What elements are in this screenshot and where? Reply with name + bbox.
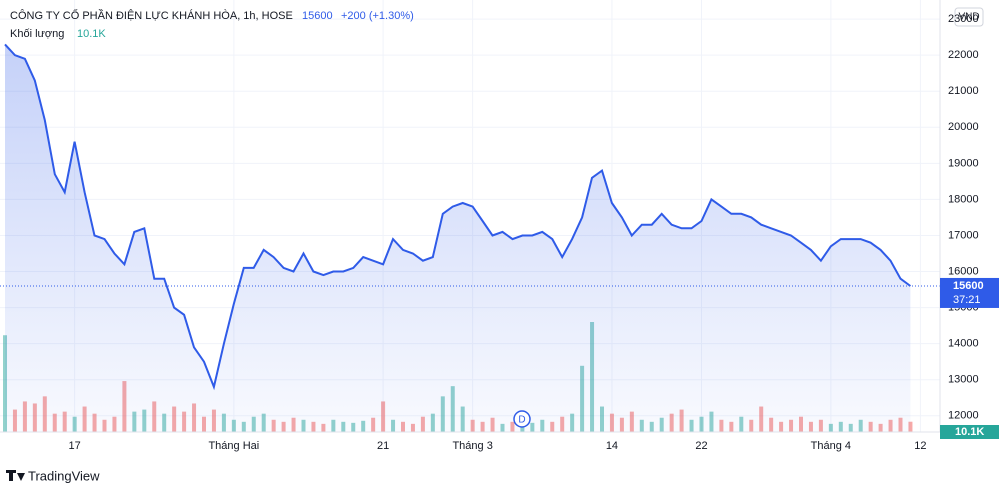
countdown: 37:21 <box>953 294 981 306</box>
y-tick-label: 12000 <box>948 410 979 422</box>
x-tick-label: 14 <box>606 440 618 452</box>
last-price-axis: 15600 <box>953 280 984 292</box>
y-tick-label: 22000 <box>948 49 979 61</box>
event-marker[interactable] <box>513 410 531 428</box>
y-tick-label: 19000 <box>948 157 979 169</box>
x-tick-label: Tháng 3 <box>452 440 492 452</box>
y-tick-label: 13000 <box>948 374 979 386</box>
x-tick-label: 17 <box>69 440 81 452</box>
currency-badge[interactable] <box>954 7 984 27</box>
x-tick-label: 21 <box>377 440 389 452</box>
y-tick-label: 21000 <box>948 85 979 97</box>
price-line <box>4 43 911 391</box>
y-tick-label: 17000 <box>948 229 979 241</box>
volume-title: Khối lượng <box>10 28 64 40</box>
event-label[interactable]: D <box>518 415 525 426</box>
y-tick-label: 23000 <box>948 13 979 25</box>
plot <box>0 43 940 433</box>
currency[interactable]: VND <box>958 12 979 23</box>
y-tick-label: 14000 <box>948 338 979 350</box>
x-tick-label: 12 <box>914 440 926 452</box>
volume-value: 10.1K <box>77 28 106 40</box>
price-area <box>5 44 911 433</box>
volume-bar <box>908 421 913 432</box>
y-tick-label: 18000 <box>948 193 979 205</box>
volume-axis: 10.1K <box>955 426 984 438</box>
last-price: 15600 <box>302 10 333 22</box>
brand[interactable]: TradingView <box>28 468 100 483</box>
last-price-badge <box>940 277 999 308</box>
y-tick-label: 20000 <box>948 121 979 133</box>
chart-title: CÔNG TY CỔ PHẦN ĐIỆN LỰC KHÁNH HÒA, 1h, … <box>10 9 293 22</box>
x-tick-label: Tháng Hai <box>208 440 259 452</box>
x-tick-label: 22 <box>695 440 707 452</box>
volume-badge <box>940 425 999 439</box>
x-tick-label: Tháng 4 <box>811 440 851 452</box>
price-change: +200 (+1.30%) <box>341 10 414 22</box>
y-tick-label: 16000 <box>948 265 979 277</box>
brand-logo[interactable] <box>6 470 25 481</box>
